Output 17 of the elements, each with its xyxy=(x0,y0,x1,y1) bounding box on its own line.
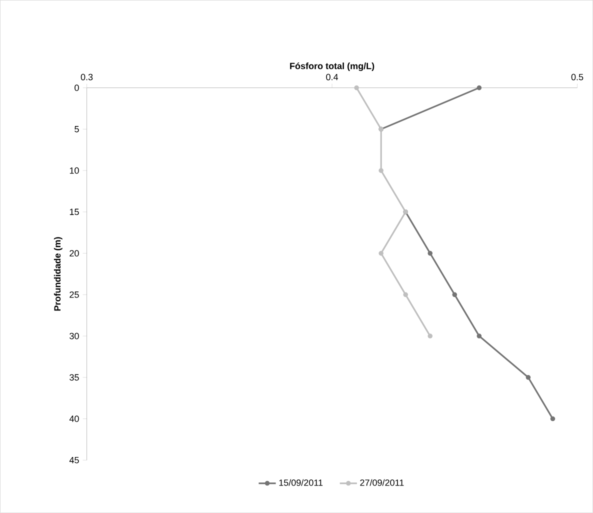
x-tick-label: 0.3 xyxy=(80,74,93,80)
y-tick-label: 30 xyxy=(70,332,79,340)
y-tick-label: 0 xyxy=(74,84,79,92)
x-tick-label: 0.5 xyxy=(571,74,584,80)
legend-label: 27/09/2011 xyxy=(360,479,404,486)
y-tick-label: 40 xyxy=(69,416,79,422)
y-axis-title: Profundidade (m) xyxy=(54,237,62,311)
x-axis-title: Fósforo total (mg/L) xyxy=(290,62,374,72)
x-tick-label: 0.4 xyxy=(326,74,338,80)
y-tick-label: 20 xyxy=(70,250,79,257)
y-tick-label: 45 xyxy=(69,457,79,464)
legend-label: 15/09/2011 xyxy=(279,479,323,486)
y-tick-label: 15 xyxy=(70,208,79,216)
y-tick-label: 5 xyxy=(74,126,79,132)
y-tick-label: 10 xyxy=(70,167,79,174)
y-tick-label: 35 xyxy=(70,374,79,381)
y-tick-label: 25 xyxy=(70,292,79,298)
